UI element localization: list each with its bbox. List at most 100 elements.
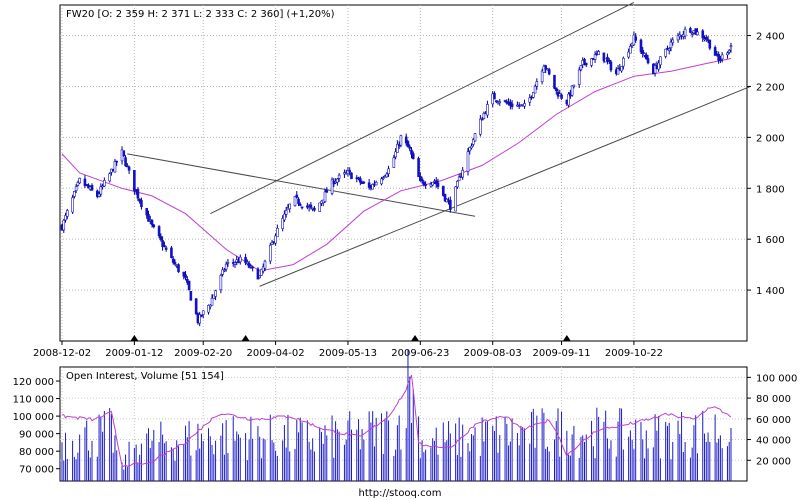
candle-body: [71, 197, 74, 213]
volume-tick-label: 40 000: [756, 436, 791, 447]
oi-tick-label: 100 000: [13, 412, 54, 423]
volume-tick-label: 60 000: [756, 415, 791, 426]
candle-body: [207, 305, 210, 313]
candle-body: [145, 208, 149, 216]
candle-body: [198, 314, 201, 324]
candle-body: [238, 256, 242, 262]
candle-body: [634, 36, 637, 41]
candle-body: [201, 310, 205, 315]
candle-body: [258, 275, 261, 279]
event-marker: [411, 335, 420, 341]
candle-body: [136, 189, 140, 199]
candle-body: [293, 195, 297, 206]
candle-body: [387, 168, 390, 175]
candle-body: [260, 269, 263, 276]
candlesticks: [60, 26, 733, 327]
candle-body: [643, 53, 646, 56]
candle-body: [471, 139, 475, 145]
candle-body: [325, 190, 329, 193]
candle-body: [288, 203, 292, 210]
trend-line: [259, 85, 751, 287]
candle-body: [579, 64, 583, 71]
candle-body: [622, 57, 625, 67]
x-tick-label: 2009-01-12: [105, 348, 163, 359]
candle-body: [449, 199, 452, 210]
candle-body: [461, 169, 464, 178]
candle-body: [194, 298, 198, 315]
candle-body: [494, 100, 498, 102]
candle-body: [380, 178, 383, 185]
candle-body: [646, 58, 650, 64]
candle-body: [498, 101, 502, 104]
candle-body: [726, 52, 729, 56]
candle-body: [609, 61, 613, 71]
candle-body: [122, 150, 126, 157]
candle-body: [620, 66, 623, 72]
candle-body: [170, 247, 173, 258]
event-marker: [241, 335, 250, 341]
candle-body: [532, 92, 535, 98]
candle-body: [318, 202, 322, 212]
oi-tick-label: 120 000: [13, 377, 54, 388]
candle-body: [64, 215, 67, 221]
candle-body: [417, 158, 420, 178]
candle-body: [584, 62, 588, 66]
candle-body: [590, 58, 593, 66]
candle-body: [263, 260, 267, 269]
x-tick-label: 2009-09-11: [532, 348, 590, 359]
candle-body: [486, 104, 489, 116]
candle-body: [664, 48, 667, 57]
candle-body: [689, 28, 692, 33]
candle-body: [468, 147, 472, 152]
candle-body: [244, 257, 247, 264]
candle-body: [251, 266, 254, 269]
open-interest-polyline: [61, 374, 732, 467]
candle-body: [182, 271, 186, 277]
main-plot-frame: [59, 4, 748, 342]
candle-body: [441, 185, 445, 196]
candle-body: [359, 178, 362, 183]
footer-link[interactable]: http://stooq.com: [359, 488, 442, 499]
y-tick-label: 2 000: [756, 133, 785, 144]
oi-tick-label: 90 000: [19, 430, 54, 441]
candle-body: [727, 50, 731, 53]
candle-body: [523, 103, 526, 107]
candle-body: [261, 266, 265, 272]
open-interest-axis: 70 000 80 000 90 000 100 000 110 000 120 000: [13, 377, 60, 476]
candle-body: [560, 94, 563, 99]
candle-body: [639, 39, 643, 53]
candle-body: [300, 206, 304, 209]
candle-body: [371, 184, 374, 190]
candle-body: [163, 245, 166, 247]
oi-tick-label: 110 000: [13, 395, 54, 406]
candle-body: [597, 51, 600, 55]
y-tick-label: 1 400: [756, 286, 785, 297]
candle-body: [422, 181, 426, 185]
candle-body: [150, 219, 154, 225]
candle-body: [337, 174, 341, 179]
open-interest-line: [61, 374, 732, 467]
candle-body: [479, 118, 482, 135]
y-tick-label: 2 400: [756, 32, 785, 43]
candle-body: [704, 36, 708, 40]
candle-body: [456, 180, 459, 188]
candle-body: [270, 241, 274, 245]
oi-tick-label: 80 000: [19, 447, 54, 458]
candle-body: [577, 69, 581, 85]
candle-body: [212, 294, 216, 300]
candle-body: [436, 182, 440, 187]
candle-body: [381, 177, 385, 179]
volume-axis: 20 000 40 000 60 000 80 000 100 000: [747, 373, 797, 467]
candle-body: [152, 224, 156, 228]
candle-body: [396, 143, 399, 153]
candle-body: [657, 62, 660, 70]
volume-grid: [60, 367, 747, 481]
candle-body: [408, 146, 412, 149]
candle-body: [367, 182, 371, 188]
candle-body: [399, 135, 403, 146]
candle-body: [161, 240, 164, 247]
candle-body: [223, 269, 226, 272]
candle-body: [694, 28, 697, 35]
candle-body: [627, 51, 630, 58]
volume-tick-label: 80 000: [756, 394, 791, 405]
